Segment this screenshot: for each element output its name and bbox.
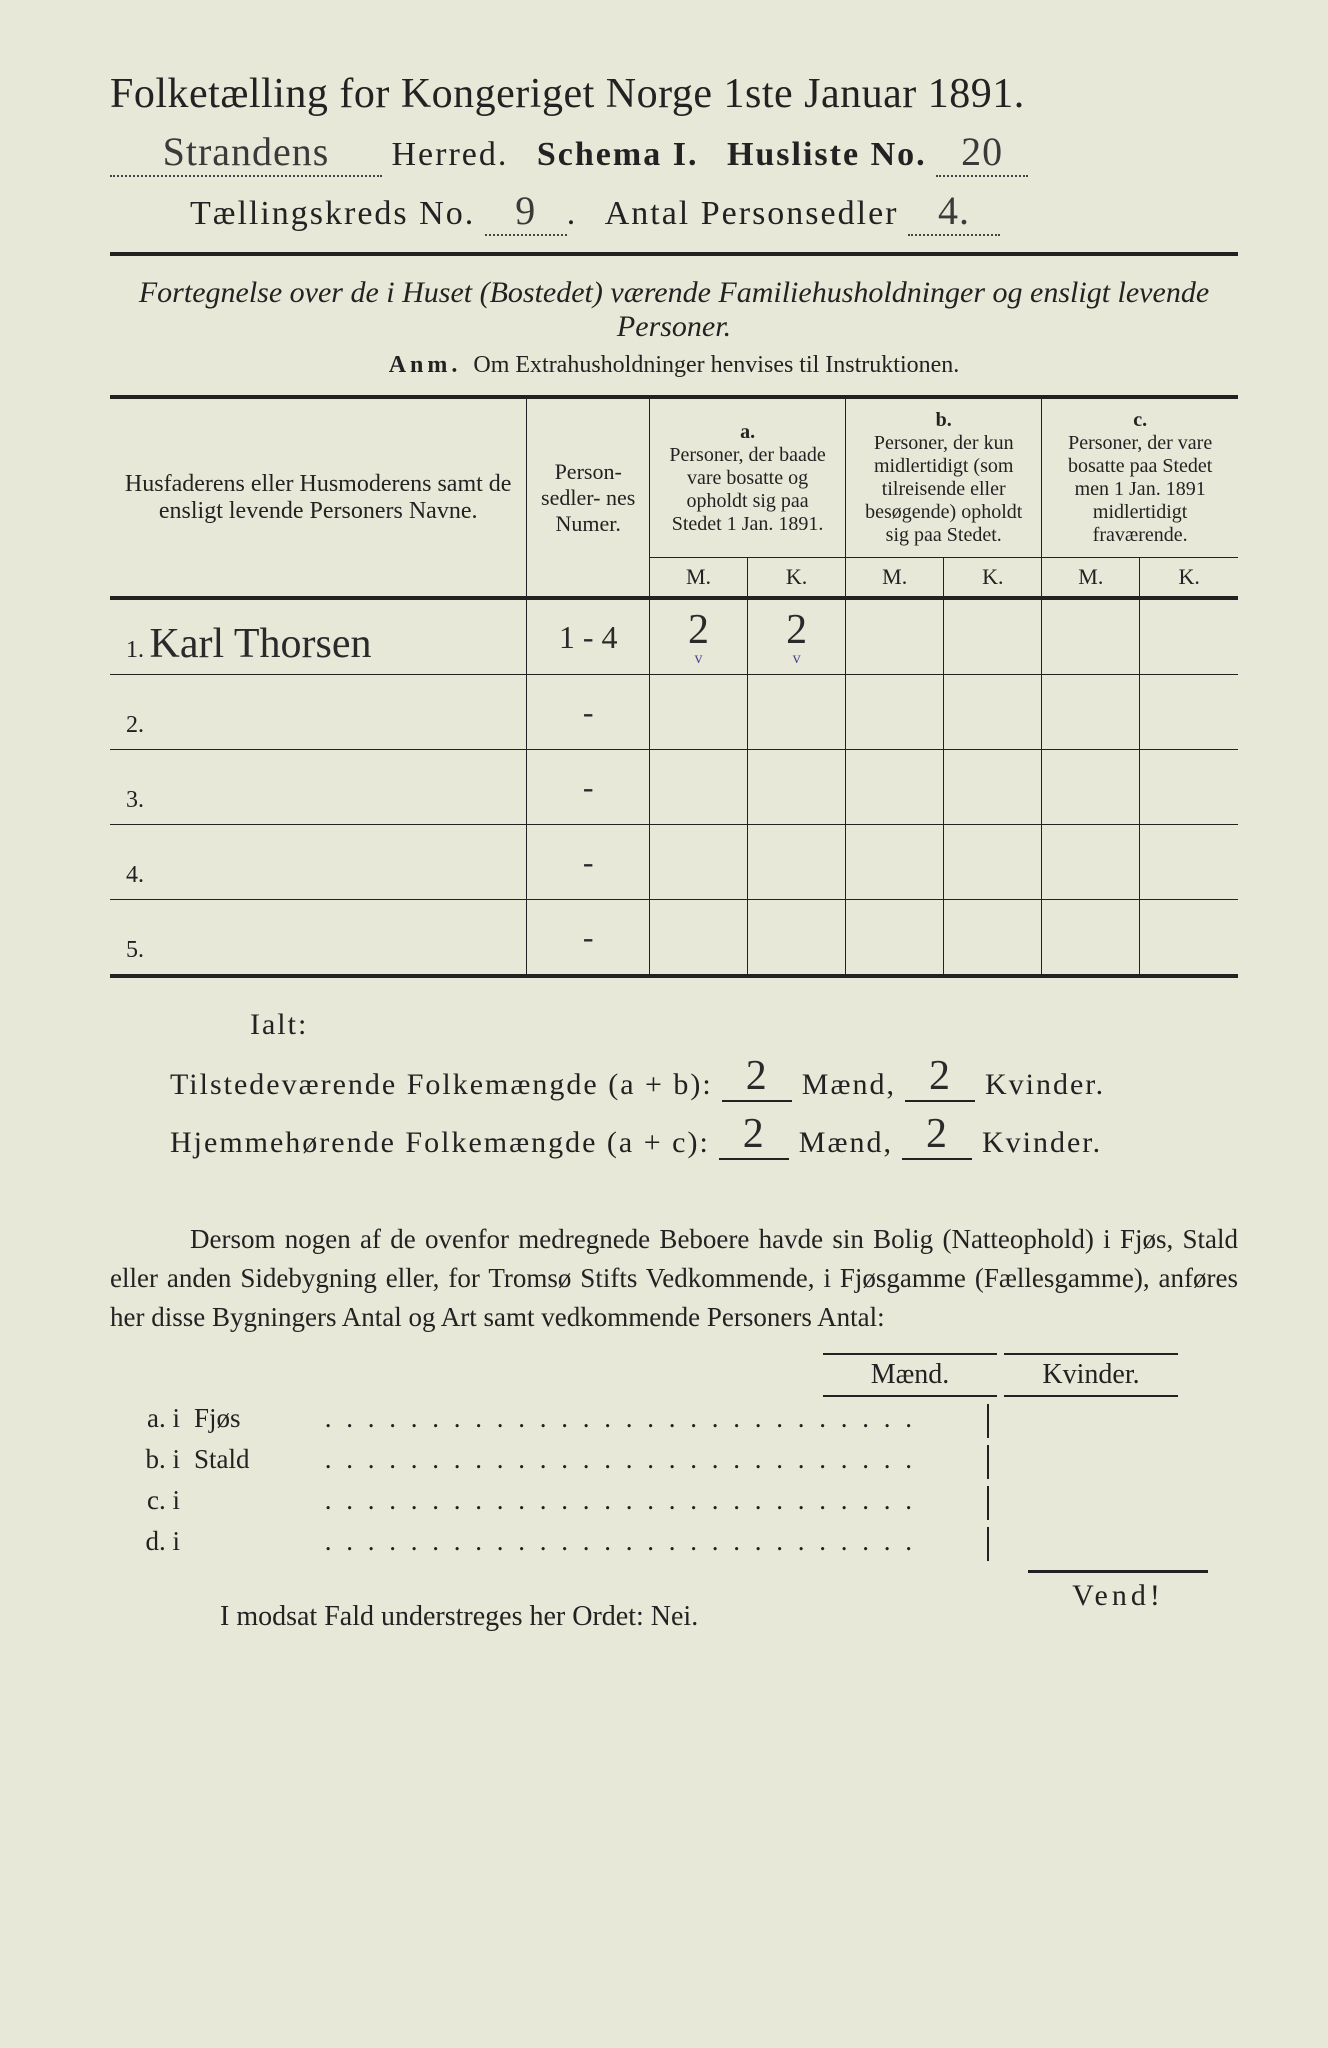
cell-b-m: [846, 750, 944, 825]
sum2-maend: Mænd,: [799, 1126, 893, 1159]
table-row-numer: -: [527, 750, 650, 825]
cell-b-k: [944, 598, 1042, 675]
col-b-k: K.: [944, 558, 1042, 599]
bld-header: Mænd. Kvinder.: [110, 1353, 1238, 1397]
cell-a-k: 2v: [748, 598, 846, 675]
ialt-label: Ialt:: [250, 1008, 1238, 1042]
cell-b-k: [944, 750, 1042, 825]
header-line-herred: Strandens Herred. Schema I. Husliste No.…: [110, 128, 1238, 177]
anm-text: Om Extrahusholdninger henvises til Instr…: [473, 352, 959, 378]
col-b-text: Personer, der kun midlertidigt (som tilr…: [856, 432, 1031, 547]
col-b: b. Personer, der kun midlertidigt (som t…: [846, 397, 1042, 558]
col-b-label: b.: [856, 409, 1031, 432]
cell-a-m: 2v: [649, 598, 747, 675]
antal-value: 4.: [908, 187, 1000, 236]
cell-c-m: [1042, 750, 1140, 825]
bld-row: d. i . . . . . . . . . . . . . . . . . .…: [110, 1526, 1238, 1561]
anm-line: Anm. Om Extrahusholdninger henvises til …: [110, 352, 1238, 379]
cell-b-k: [944, 825, 1042, 900]
cell-c-k: [1140, 675, 1238, 750]
sum-line-2: Hjemmehørende Folkemængde (a + c): 2 Mæn…: [170, 1110, 1238, 1160]
col-a-label: a.: [660, 421, 835, 444]
table-row-numer: -: [527, 825, 650, 900]
sum2-kvinder: Kvinder.: [982, 1126, 1102, 1159]
sum1-maend: Mænd,: [802, 1068, 896, 1101]
col-c-m: M.: [1042, 558, 1140, 599]
col-name: Husfaderens eller Husmoderens samt de en…: [110, 397, 527, 598]
col-numer: Person- sedler- nes Numer.: [527, 397, 650, 598]
cell-a-m: [649, 900, 747, 977]
sum1-label: Tilstedeværende Folkemængde (a + b):: [170, 1068, 713, 1101]
table-row-name: 1. Karl Thorsen: [110, 598, 527, 675]
cell-b-k: [944, 900, 1042, 977]
husliste-value: 20: [936, 128, 1028, 177]
subtitle: Fortegnelse over de i Huset (Bostedet) v…: [110, 276, 1238, 344]
cell-c-k: [1140, 750, 1238, 825]
cell-a-k: [748, 825, 846, 900]
col-a-m: M.: [649, 558, 747, 599]
bld-row: c. i . . . . . . . . . . . . . . . . . .…: [110, 1485, 1238, 1520]
header-line-kreds: Tællingskreds No. 9. Antal Personsedler …: [190, 187, 1238, 236]
sum2-m: 2: [719, 1110, 789, 1160]
bld-header-m: Mænd.: [823, 1353, 997, 1397]
sum1-k: 2: [905, 1052, 975, 1102]
table-row-numer: 1 - 4: [527, 598, 650, 675]
cell-b-m: [846, 675, 944, 750]
schema-label: Schema I.: [537, 136, 699, 173]
herred-value: Strandens: [110, 128, 382, 177]
col-c: c. Personer, der vare bosatte paa Stedet…: [1042, 397, 1238, 558]
sum2-k: 2: [902, 1110, 972, 1160]
sum1-m: 2: [722, 1052, 792, 1102]
cell-b-m: [846, 598, 944, 675]
census-table: Husfaderens eller Husmoderens samt de en…: [110, 395, 1238, 978]
col-c-label: c.: [1052, 409, 1228, 432]
page-title: Folketælling for Kongeriget Norge 1ste J…: [110, 70, 1238, 118]
cell-a-k: [748, 675, 846, 750]
bld-row: a. iFjøs . . . . . . . . . . . . . . . .…: [110, 1403, 1238, 1438]
cell-c-k: [1140, 900, 1238, 977]
col-a-k: K.: [748, 558, 846, 599]
cell-a-k: [748, 750, 846, 825]
herred-label: Herred.: [392, 136, 509, 173]
cell-b-m: [846, 900, 944, 977]
cell-a-m: [649, 825, 747, 900]
table-row-numer: -: [527, 900, 650, 977]
cell-c-m: [1042, 825, 1140, 900]
col-a: a. Personer, der baade vare bosatte og o…: [649, 397, 845, 558]
cell-c-m: [1042, 900, 1140, 977]
bld-header-k: Kvinder.: [1004, 1353, 1178, 1397]
cell-a-m: [649, 750, 747, 825]
bld-row: b. iStald . . . . . . . . . . . . . . . …: [110, 1444, 1238, 1479]
cell-c-k: [1140, 598, 1238, 675]
vend-label: Vend!: [1028, 1570, 1208, 1613]
sum2-label: Hjemmehørende Folkemængde (a + c):: [170, 1126, 710, 1159]
cell-c-k: [1140, 825, 1238, 900]
table-row-name: 4.: [110, 825, 527, 900]
rule-top: [110, 252, 1238, 256]
cell-b-k: [944, 675, 1042, 750]
sum1-kvinder: Kvinder.: [985, 1068, 1105, 1101]
building-block: Mænd. Kvinder. a. iFjøs . . . . . . . . …: [110, 1353, 1238, 1560]
sum-line-1: Tilstedeværende Folkemængde (a + b): 2 M…: [170, 1052, 1238, 1102]
cell-c-m: [1042, 675, 1140, 750]
table-row-numer: -: [527, 675, 650, 750]
cell-b-m: [846, 825, 944, 900]
kreds-value: 9: [485, 187, 567, 236]
table-row-name: 5.: [110, 900, 527, 977]
husliste-label: Husliste No.: [727, 136, 927, 173]
cell-c-m: [1042, 598, 1140, 675]
table-row-name: 3.: [110, 750, 527, 825]
col-a-text: Personer, der baade vare bosatte og opho…: [660, 444, 835, 536]
kreds-label: Tællingskreds No.: [190, 195, 475, 232]
col-b-m: M.: [846, 558, 944, 599]
col-c-k: K.: [1140, 558, 1238, 599]
antal-label: Antal Personsedler: [605, 195, 899, 232]
col-c-text: Personer, der vare bosatte paa Stedet me…: [1052, 432, 1228, 547]
anm-label: Anm.: [389, 352, 462, 378]
table-row-name: 2.: [110, 675, 527, 750]
building-paragraph: Dersom nogen af de ovenfor medregnede Be…: [110, 1220, 1238, 1337]
cell-a-k: [748, 900, 846, 977]
cell-a-m: [649, 675, 747, 750]
